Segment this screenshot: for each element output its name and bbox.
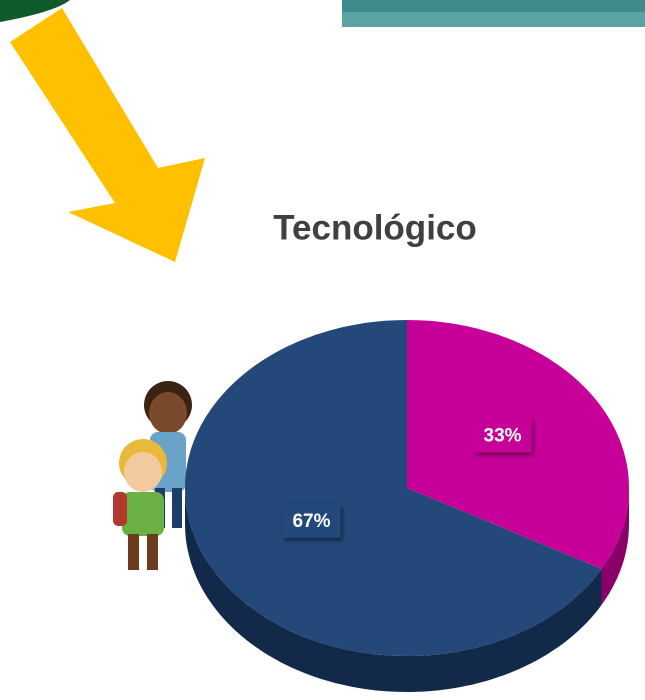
photo-detail [342, 12, 645, 27]
slice-side [185, 488, 602, 692]
slice-side [601, 488, 629, 605]
data-label: 67% [282, 503, 341, 538]
arrow [10, 8, 205, 262]
data-label-box [282, 503, 341, 538]
data-label: 33% [473, 418, 532, 453]
data-label-box [473, 418, 532, 453]
kids-illustration [113, 381, 192, 570]
data-label-text: 33% [484, 425, 522, 446]
decor-green [0, 0, 70, 22]
data-label-text: 67% [292, 511, 330, 532]
slice [185, 320, 602, 656]
chart-title: Tecnológico [273, 208, 477, 247]
